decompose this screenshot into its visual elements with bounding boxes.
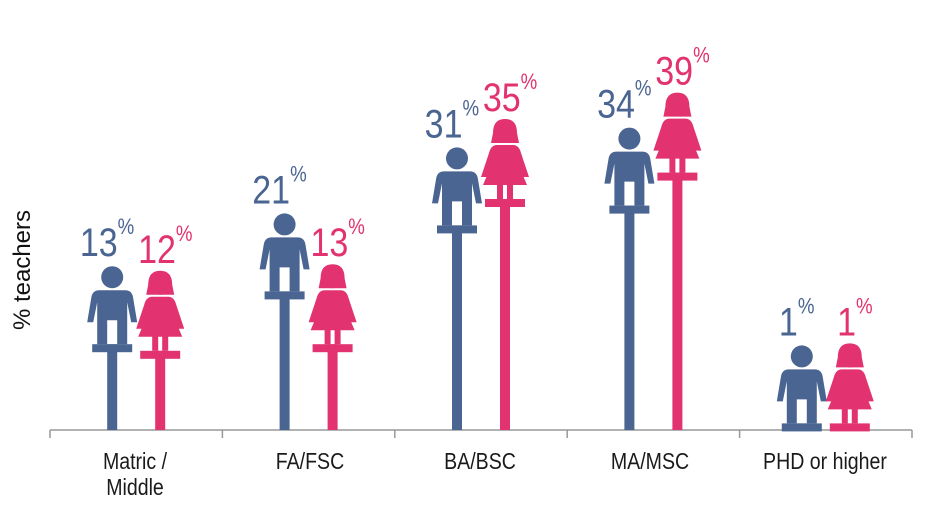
platform [609,205,650,214]
bar [155,350,166,430]
hair [146,270,175,295]
head [446,147,468,170]
bar [327,344,338,430]
body [136,296,185,351]
value-label: 21% [252,163,306,212]
bar [452,225,462,430]
body [653,118,702,173]
bar [624,205,635,430]
head [101,266,124,289]
platform [437,225,477,234]
body [432,171,482,226]
bar [500,199,510,430]
hair [491,119,519,143]
bar [107,344,118,430]
x-tick-label: PHD or higher [763,448,887,474]
value-label: 1% [779,295,815,344]
body [259,237,310,292]
head [273,213,296,236]
platform [781,423,822,432]
body [87,290,138,345]
head [790,345,813,368]
value-label: 12% [138,222,192,271]
hair [318,264,347,289]
x-tick-label: Matric / Middle [102,448,168,500]
body [604,151,655,206]
bar [672,172,683,430]
value-label: 13% [80,216,134,265]
value-label: 39% [655,44,709,93]
person-icon [825,343,874,432]
value-label: 31% [425,97,479,146]
person-icon [136,270,185,359]
platform [312,344,353,353]
y-axis-label: % teachers [9,210,36,330]
head [618,127,641,150]
bar [279,291,290,430]
person-icon [653,92,702,181]
x-tick-label: FA/FSC [275,448,345,474]
body [308,290,357,345]
platform [657,172,698,181]
person-icon [481,119,529,207]
platform [92,344,133,353]
hair [663,92,692,117]
platform [264,291,305,300]
platform [829,423,870,432]
person-icon [308,264,357,353]
person-icon [432,147,482,234]
hair [835,343,864,368]
x-tick-label: MA/MSC [610,448,690,474]
body [776,369,827,424]
person-icon [604,127,655,214]
person-icon [259,213,310,300]
person-icon [87,266,138,353]
platform [140,350,181,359]
value-label: 13% [310,216,364,265]
value-label: 1% [837,295,873,344]
body [481,145,529,199]
value-label: 34% [597,77,651,126]
person-icon [776,345,827,432]
platform [485,199,525,207]
value-label: 35% [483,71,537,120]
body [825,369,874,424]
x-tick-label: BA/BSC [444,448,516,474]
